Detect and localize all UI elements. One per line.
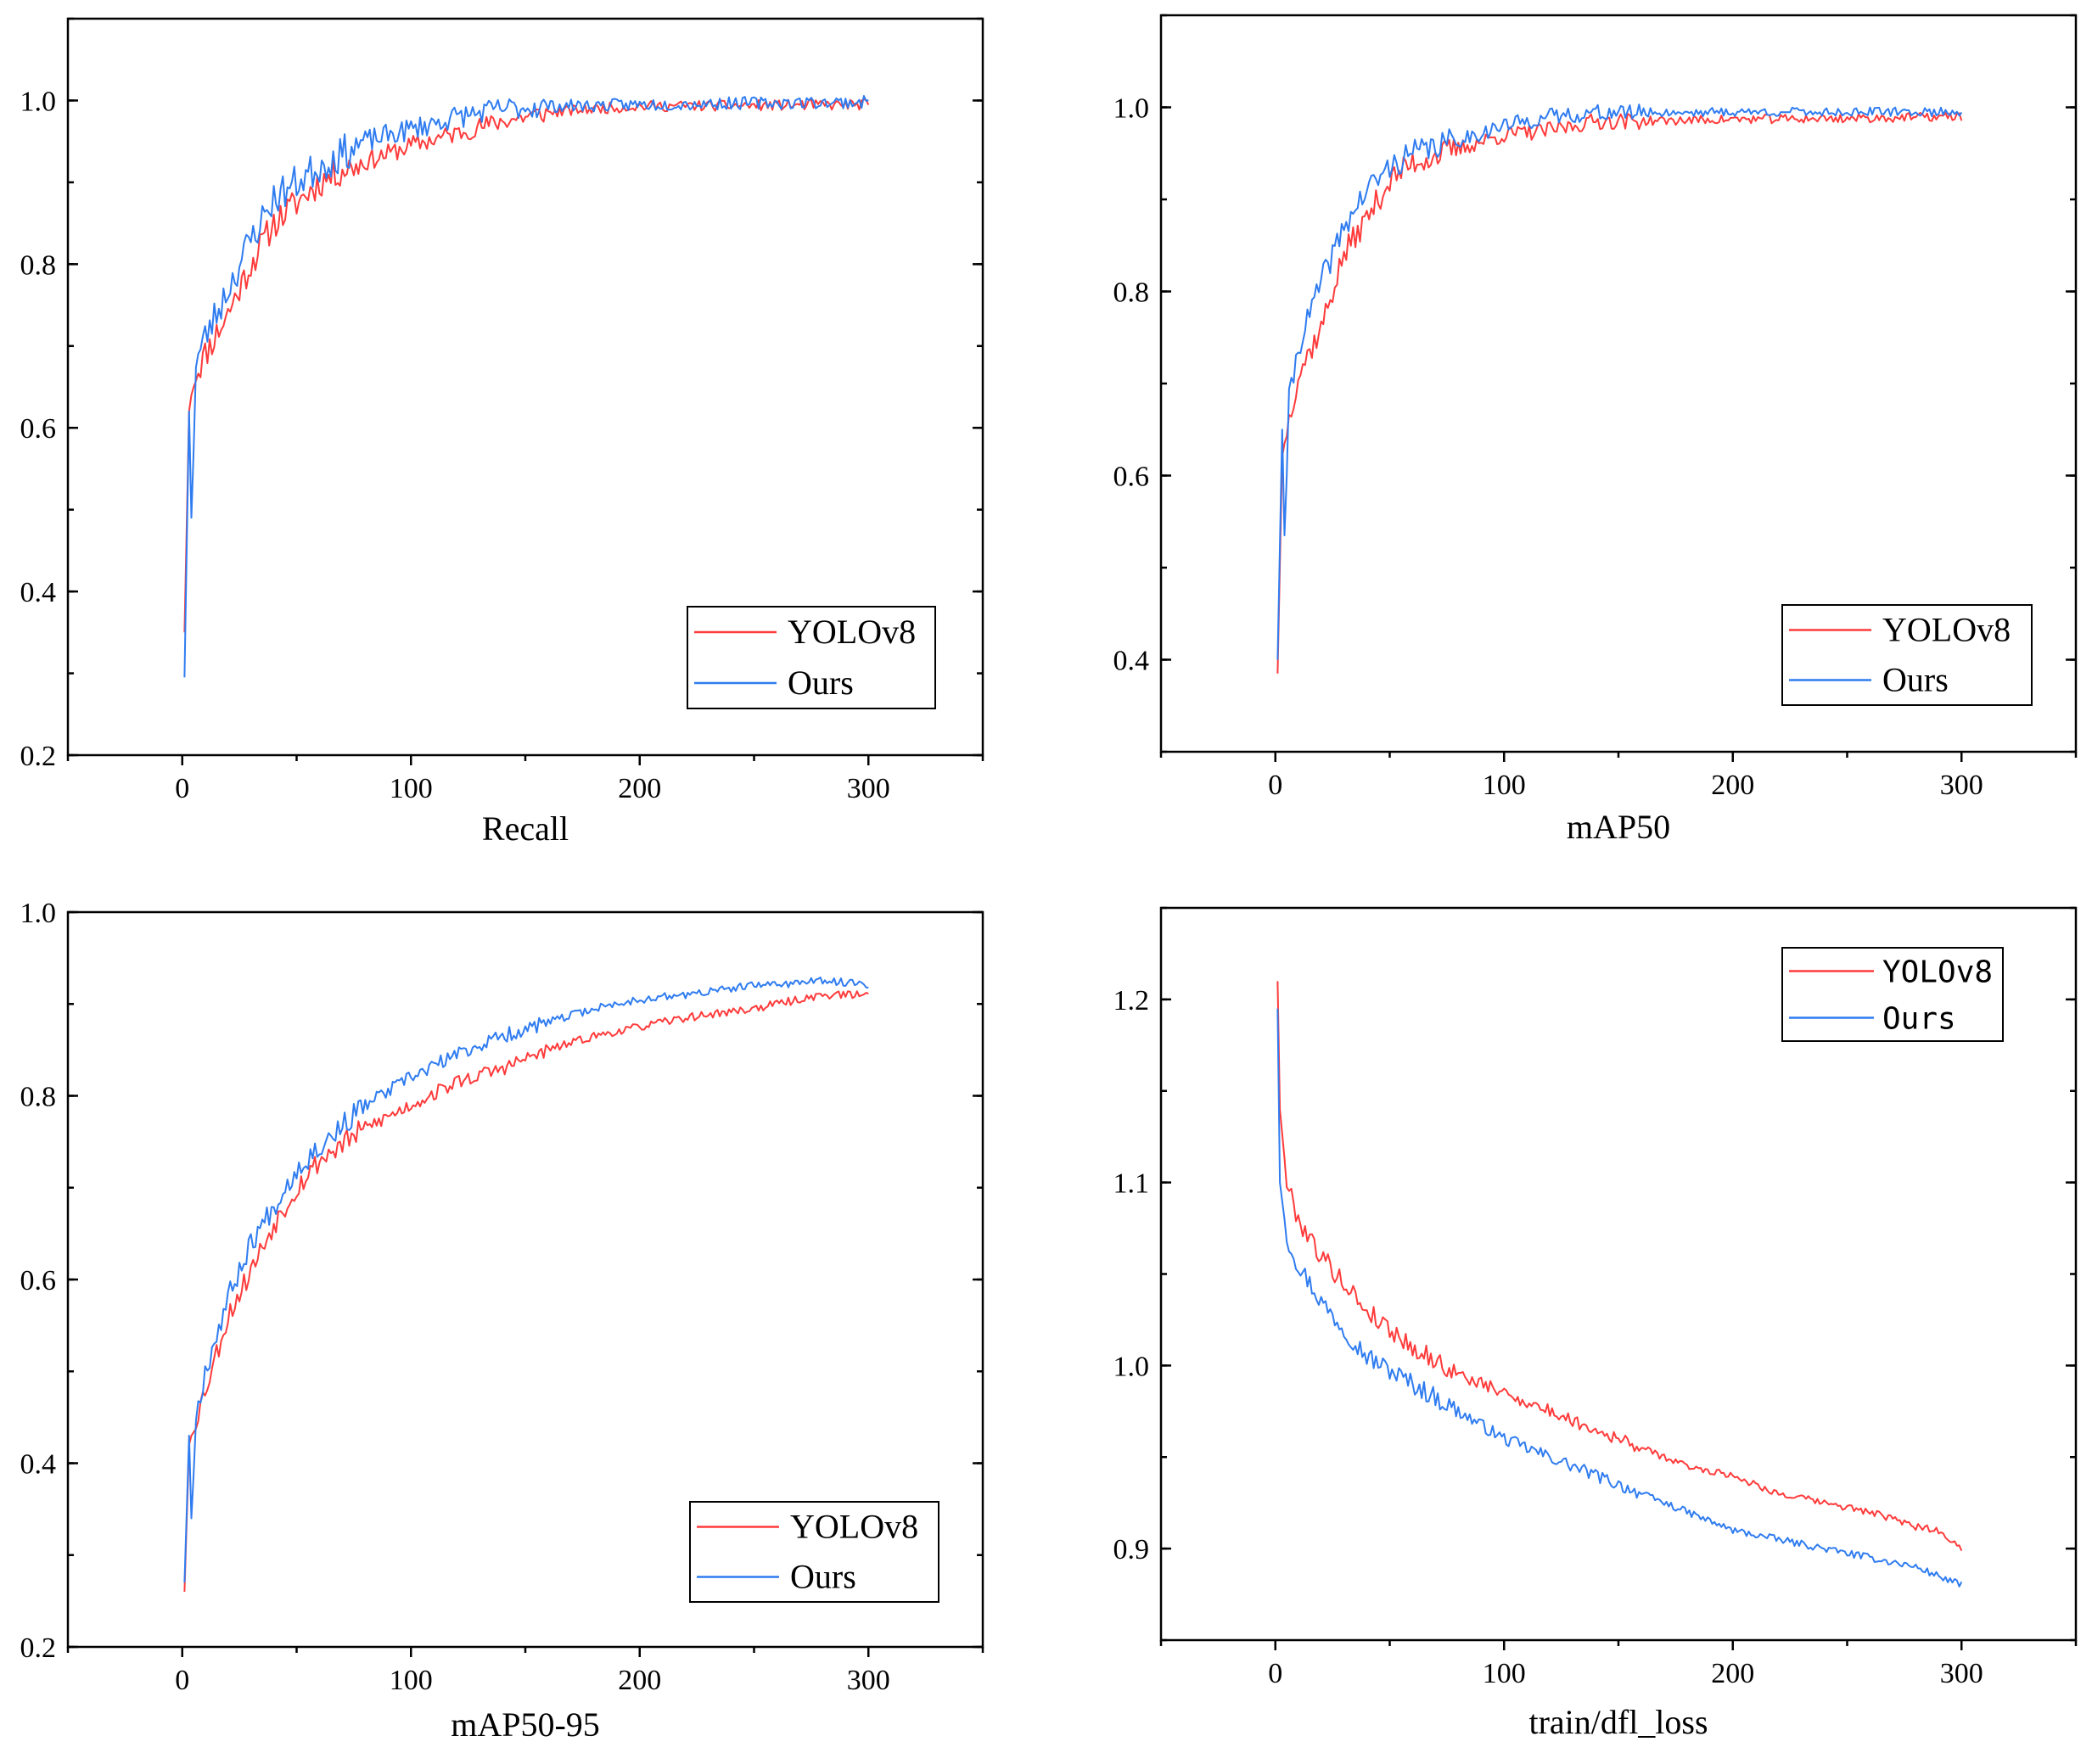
chart-dfl-loss: 0 100 200 300 0.9 1.0 1.1 1.2 YOLOv8 Ours train/df… [1113, 906, 2078, 1741]
x-axis-label: train/dfl_loss [1528, 1703, 1708, 1741]
chart-map50: 0 100 200 300 0.4 0.6 0.8 1.0 YOLOv8 Ours mAP50 [1113, 14, 2078, 846]
series-line-yolov8 [183, 98, 870, 633]
legend-label-ours: Ours [788, 664, 854, 702]
legend-label-yolov8: YOLOv8 [1882, 955, 1993, 990]
y-tick-label: 1.0 [1113, 93, 1150, 125]
x-tick-label: 100 [1483, 770, 1526, 801]
y-tick-label: 0.6 [20, 1265, 57, 1296]
legend-label-ours: Ours [790, 1558, 856, 1596]
x-tick-label: 100 [1483, 1658, 1526, 1689]
y-tick-label: 1.2 [1113, 985, 1150, 1016]
x-tick-label: 300 [847, 773, 890, 804]
x-axis-label: mAP50 [1567, 808, 1670, 846]
series-line-ours [1276, 104, 1963, 660]
x-tick-label: 200 [618, 773, 661, 804]
y-tick-label: 0.9 [1113, 1534, 1150, 1565]
y-tick-label: 0.6 [20, 413, 57, 445]
x-tick-label: 0 [1268, 1658, 1282, 1689]
x-tick-label: 100 [390, 1665, 433, 1696]
legend-box [687, 606, 936, 709]
legend-box [1781, 604, 2033, 706]
chart-map50-95: 0 100 200 300 0.2 0.4 0.6 0.8 1.0 YOLOv8 Ours mAP50… [20, 898, 984, 1744]
y-tick-label: 0.2 [20, 1632, 57, 1664]
legend-box [1781, 947, 2004, 1042]
y-tick-label: 0.8 [1113, 277, 1150, 309]
y-tick-label: 0.4 [20, 577, 57, 608]
legend-label-ours: Ours [1882, 1002, 1956, 1037]
y-tick-label: 0.4 [20, 1449, 57, 1481]
series-line-ours [183, 95, 869, 678]
y-tick-label: 1.0 [20, 898, 57, 929]
y-tick-label: 0.8 [20, 249, 57, 281]
y-tick-label: 0.4 [1113, 646, 1150, 677]
x-tick-label: 200 [1711, 770, 1754, 801]
x-axis-label: mAP50-95 [451, 1705, 600, 1744]
y-tick-label: 1.0 [20, 86, 57, 117]
y-tick-label: 0.2 [20, 741, 57, 772]
x-tick-label: 100 [390, 773, 433, 804]
y-tick-label: 0.6 [1113, 462, 1150, 493]
chart-recall: 0 100 200 300 0.2 0.4 0.6 0.8 1.0 YOLOv8 Ours Recal… [20, 17, 984, 848]
series-line-ours [183, 976, 869, 1583]
x-tick-label: 200 [1711, 1658, 1754, 1689]
y-tick-label: 1.1 [1113, 1168, 1150, 1200]
x-tick-label: 300 [1940, 1658, 1983, 1689]
x-axis-label: Recall [482, 809, 569, 848]
series-line-yolov8 [1276, 981, 1963, 1551]
y-tick-label: 1.0 [1113, 1351, 1150, 1382]
x-tick-label: 300 [1940, 770, 1983, 801]
x-tick-label: 300 [847, 1665, 890, 1696]
series-line-ours [1276, 1008, 1963, 1588]
x-tick-label: 0 [175, 773, 189, 804]
legend-label-ours: Ours [1882, 661, 1949, 699]
legend-label-yolov8: YOLOv8 [790, 1508, 918, 1546]
x-tick-label: 0 [1268, 770, 1282, 801]
legend-box [689, 1501, 939, 1603]
x-tick-label: 0 [175, 1665, 189, 1696]
legend-label-yolov8: YOLOv8 [1882, 611, 2011, 649]
legend-label-yolov8: YOLOv8 [788, 613, 916, 651]
series-line-yolov8 [183, 990, 869, 1593]
series-line-yolov8 [1276, 111, 1963, 674]
y-tick-label: 0.8 [20, 1082, 57, 1113]
x-tick-label: 200 [618, 1665, 661, 1696]
